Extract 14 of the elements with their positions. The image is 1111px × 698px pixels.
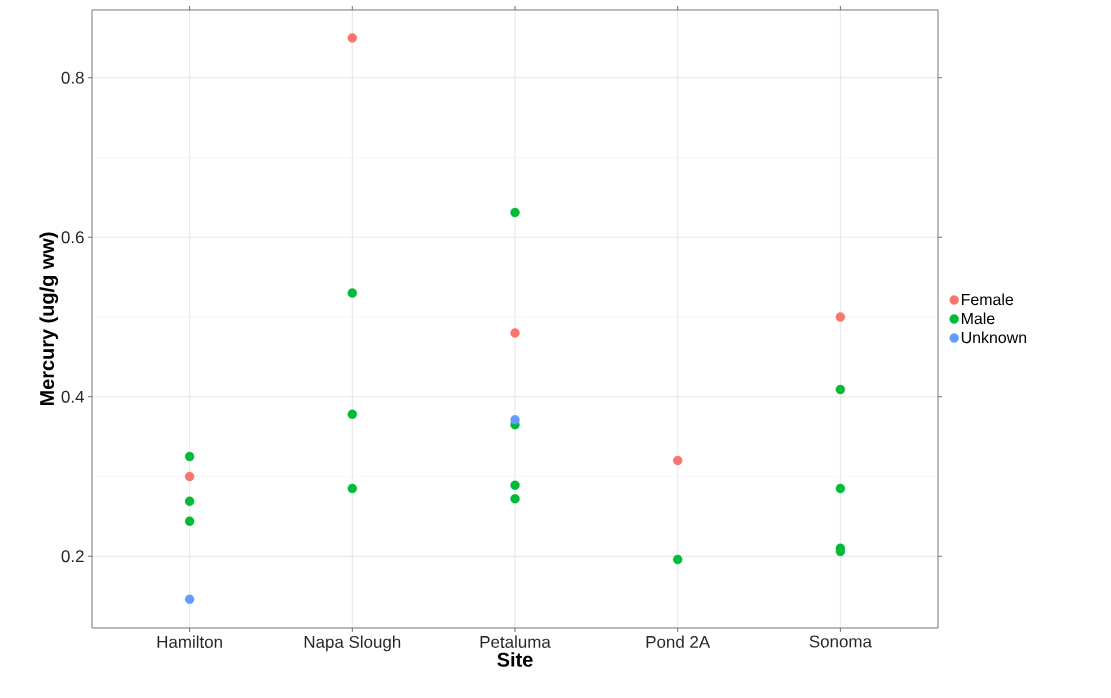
y-tick-label: 0.6 <box>61 231 84 244</box>
legend-label: Female <box>961 293 1014 306</box>
y-axis-title: Mercury (ug/g ww) <box>39 232 59 406</box>
legend-label: Unknown <box>961 331 1027 344</box>
x-tick-label: Napa Slough <box>304 635 401 652</box>
x-tick-label: Sonoma <box>809 635 872 648</box>
y-tick-label: 0.2 <box>61 550 84 563</box>
x-tick-label: Hamilton <box>157 635 222 648</box>
y-tick-label: 0.4 <box>61 390 84 403</box>
y-tick-label: 0.8 <box>61 71 84 84</box>
x-axis-title: Site <box>497 652 533 667</box>
x-tick-label: Petaluma <box>480 635 551 648</box>
x-tick-label: Pond 2A <box>646 635 711 648</box>
legend-label: Male <box>961 312 995 325</box>
